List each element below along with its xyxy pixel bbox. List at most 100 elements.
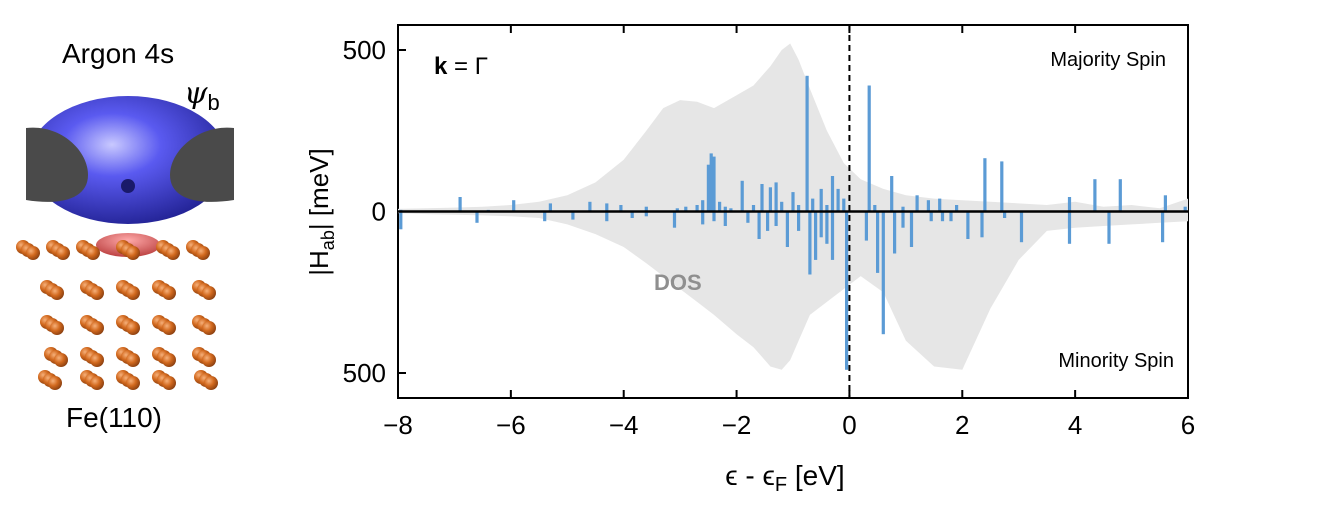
- fe-atom: [50, 286, 64, 300]
- minority-bar: [819, 211, 823, 238]
- majority-bar: [706, 164, 710, 212]
- ar-nucleus: [121, 179, 135, 193]
- fe-atom: [126, 321, 140, 335]
- x-tick-label: −8: [383, 410, 413, 440]
- majority-bar: [644, 206, 648, 212]
- minority-bar: [543, 211, 547, 222]
- minority-bar: [830, 211, 835, 260]
- majority-bar: [867, 85, 871, 212]
- majority-bar: [811, 198, 815, 212]
- minority-bar: [825, 211, 829, 244]
- minority-bar: [785, 211, 789, 247]
- minority-spin-label: Minority Spin: [1058, 350, 1174, 372]
- fe-lattice: [16, 240, 218, 390]
- fe-atom: [90, 353, 104, 367]
- majority-bar: [723, 206, 727, 212]
- majority-bar: [780, 201, 784, 212]
- y-tick-label: 0: [372, 197, 386, 227]
- minority-bar: [757, 211, 761, 239]
- majority-bar: [1000, 161, 1004, 212]
- majority-bar: [512, 200, 516, 212]
- majority-bar: [805, 75, 809, 212]
- x-tick-label: 6: [1181, 410, 1195, 440]
- minority-bar: [1107, 211, 1111, 244]
- minority-bar: [814, 211, 818, 260]
- minority-bar: [893, 211, 897, 254]
- majority-bar: [836, 188, 840, 212]
- majority-bar: [718, 201, 722, 212]
- fe-atom: [48, 376, 62, 390]
- minority-bar: [909, 211, 914, 247]
- majority-bar: [1118, 179, 1122, 212]
- x-tick-label: 0: [842, 410, 856, 440]
- majority-bar: [825, 205, 829, 212]
- majority-bar: [712, 156, 716, 212]
- minority-bar: [399, 211, 403, 230]
- dos-label: DOS: [654, 270, 702, 295]
- right-gray-lobe: [170, 127, 234, 202]
- fe-atom: [166, 246, 180, 260]
- fe-atom: [54, 353, 68, 367]
- orbital-title: Argon 4s: [62, 38, 175, 69]
- kpoint-rest: = Γ: [447, 53, 488, 80]
- minority-bar: [797, 211, 801, 231]
- x-tick-label: 4: [1068, 410, 1082, 440]
- minority-bar: [605, 211, 609, 222]
- minority-bar: [1161, 211, 1165, 243]
- fe-atom: [90, 286, 104, 300]
- majority-spin-label: Majority Spin: [1050, 49, 1166, 71]
- fe-atom: [196, 246, 210, 260]
- fe-atom: [126, 286, 140, 300]
- majority-bar: [842, 198, 846, 212]
- majority-bar: [751, 205, 756, 212]
- fe-atom: [90, 321, 104, 335]
- majority-bar: [709, 153, 713, 212]
- minority-bar: [929, 211, 933, 222]
- majority-bar: [740, 180, 744, 212]
- majority-bar: [1067, 197, 1072, 212]
- majority-bar: [605, 203, 609, 212]
- minority-bar: [949, 211, 953, 222]
- fe-atom: [162, 376, 176, 390]
- minority-bar: [630, 211, 634, 218]
- fe-atom: [26, 246, 40, 260]
- wavefunction-label: ψb: [184, 76, 220, 116]
- majority-bar: [695, 205, 699, 212]
- minority-bar: [940, 211, 945, 222]
- fe-atom: [202, 321, 216, 335]
- majority-bar: [1093, 179, 1097, 212]
- minority-bar: [966, 211, 970, 239]
- minority-bar: [701, 211, 705, 225]
- minority-bar: [864, 211, 868, 241]
- fe-atom: [202, 286, 216, 300]
- majority-bar: [619, 205, 623, 212]
- majority-bar: [701, 200, 705, 212]
- majority-bar: [684, 206, 688, 212]
- minority-bar: [766, 211, 770, 231]
- minority-bar: [876, 211, 880, 273]
- fe-atom: [126, 353, 140, 367]
- bars-layer: [399, 75, 1187, 370]
- kpoint-bold: k: [434, 53, 448, 80]
- fe-atom: [126, 376, 140, 390]
- wavefunction-symbol: ψ: [184, 76, 208, 111]
- fe-atom: [202, 353, 216, 367]
- x-tick-label: 2: [955, 410, 969, 440]
- majority-bar: [873, 205, 877, 212]
- left-gray-lobe: [26, 127, 88, 202]
- x-axis-label: ϵ - ϵF [eV]: [725, 460, 844, 496]
- fe-atom: [50, 321, 64, 335]
- x-tick-label: −4: [609, 410, 639, 440]
- minority-bar: [1003, 211, 1007, 218]
- majority-bar: [819, 188, 823, 212]
- minority-bar: [1019, 211, 1024, 243]
- minority-bar: [475, 211, 479, 223]
- kpoint-label: k = Γ: [434, 53, 488, 80]
- majority-bar: [938, 198, 942, 212]
- majority-bar: [588, 201, 592, 212]
- majority-bar: [774, 182, 778, 212]
- orbital-and-lattice-drawing: [16, 96, 234, 390]
- minority-bar: [571, 211, 575, 220]
- majority-bar: [768, 187, 772, 212]
